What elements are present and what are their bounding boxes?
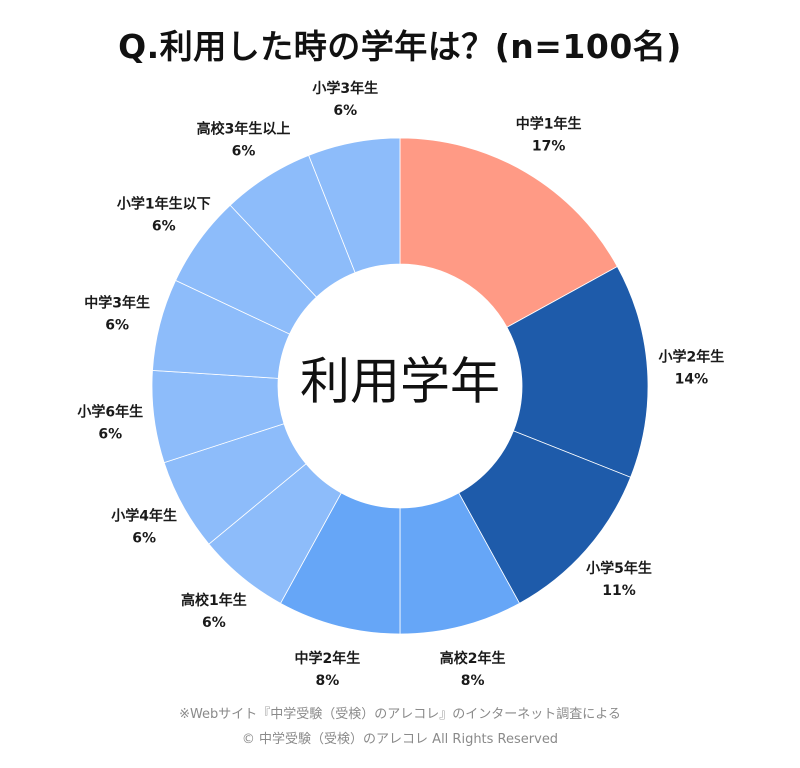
slice-label: 小学1年生以下 6% (117, 195, 211, 234)
slice-label: 中学1年生 17% (516, 116, 582, 155)
slice-label-name: 中学3年生 (84, 294, 150, 311)
slice-label-name: 小学1年生以下 (117, 195, 211, 212)
slice-label-name: 小学6年生 (77, 404, 143, 421)
slice-label: 小学3年生 6% (312, 80, 378, 119)
slice-label-name: 中学2年生 (295, 650, 361, 667)
slice-label: 中学2年生 8% (295, 650, 361, 689)
copyright-note: © 中学受験（受検）のアレコレ All Rights Reserved (241, 732, 559, 747)
slice-label-name: 高校3年生以上 (197, 120, 291, 137)
slice-label-value: 6% (98, 427, 122, 443)
slice-label: 小学4年生 6% (111, 508, 177, 547)
slice-label-value: 6% (105, 317, 129, 333)
slice-label: 小学5年生 11% (586, 560, 652, 599)
donut-slice (399, 137, 618, 328)
slice-label-value: 6% (132, 531, 156, 547)
slice-label-name: 小学3年生 (312, 80, 378, 97)
chart-title: Q.利用した時の学年は？(n=100名) (118, 27, 682, 66)
slice-label-value: 8% (461, 673, 485, 689)
slice-label-value: 6% (232, 143, 256, 159)
slice-label-name: 中学1年生 (516, 116, 582, 133)
slice-label-value: 6% (202, 615, 226, 631)
slice-label-name: 小学2年生 (659, 349, 725, 366)
slice-label-value: 6% (333, 103, 357, 119)
slice-label: 小学2年生 14% (659, 349, 725, 388)
source-note: ※Webサイト『中学受験（受検）のアレコレ』のインターネット調査による (179, 707, 621, 722)
slice-label-value: 6% (152, 218, 176, 234)
slice-labels: 中学1年生 17%小学2年生 14%小学5年生 11%高校2年生 8%中学2年生 8%高校… (77, 80, 724, 689)
slice-label-name: 高校2年生 (440, 650, 506, 667)
donut-slice (506, 265, 649, 478)
slice-label-name: 高校1年生 (181, 592, 247, 609)
slice-label: 高校3年生以上 6% (197, 120, 291, 159)
slice-label-value: 8% (315, 673, 339, 689)
slice-label-value: 17% (532, 139, 566, 155)
slice-label: 小学6年生 6% (77, 404, 143, 443)
center-label: 利用学年 (300, 353, 500, 411)
slice-label-value: 11% (602, 583, 636, 599)
slice-label: 中学3年生 6% (84, 294, 150, 333)
slice-label: 高校1年生 6% (181, 592, 247, 631)
donut-slices (151, 137, 649, 635)
slice-label-name: 小学5年生 (586, 560, 652, 577)
slice-label-value: 14% (675, 372, 709, 388)
slice-label: 高校2年生 8% (440, 650, 506, 689)
donut-slice (308, 137, 401, 274)
slice-label-name: 小学4年生 (111, 508, 177, 525)
